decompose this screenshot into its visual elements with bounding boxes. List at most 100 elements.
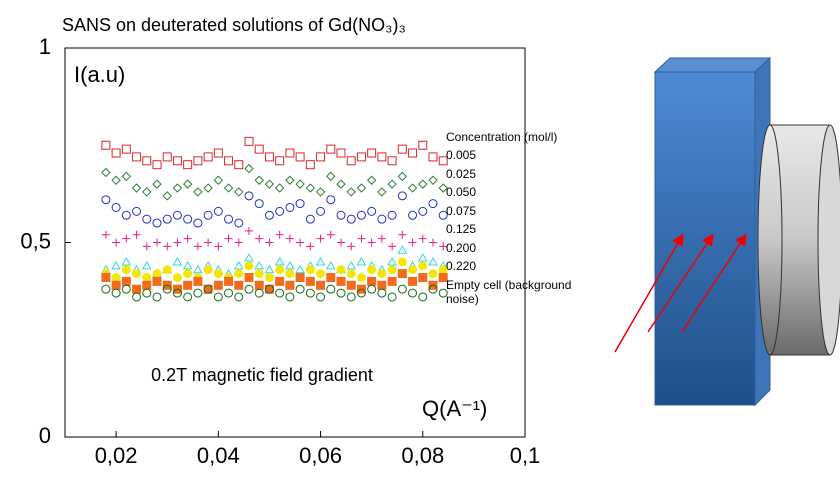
marker xyxy=(264,179,275,189)
marker xyxy=(203,152,213,162)
marker xyxy=(183,269,193,279)
neutron-arrow xyxy=(614,233,684,353)
marker xyxy=(326,230,335,239)
marker xyxy=(234,238,243,247)
marker xyxy=(295,264,305,274)
marker xyxy=(387,256,397,266)
marker xyxy=(183,234,192,243)
marker xyxy=(397,257,407,267)
marker xyxy=(316,234,325,243)
box-front xyxy=(654,71,756,406)
marker xyxy=(346,187,356,197)
marker xyxy=(407,183,418,193)
marker xyxy=(305,276,315,286)
marker xyxy=(121,210,131,220)
legend-label: 0.125 xyxy=(446,222,477,236)
marker xyxy=(254,260,265,270)
marker xyxy=(315,187,326,197)
marker xyxy=(141,260,152,270)
marker xyxy=(121,276,131,286)
marker xyxy=(295,179,305,189)
marker xyxy=(356,273,366,283)
marker xyxy=(224,276,234,286)
marker xyxy=(295,199,305,209)
marker xyxy=(336,276,346,286)
marker xyxy=(193,276,203,286)
marker xyxy=(377,288,387,298)
marker xyxy=(152,218,162,228)
x-axis-label: Q(A⁻¹) xyxy=(422,396,487,421)
marker xyxy=(346,260,357,270)
marker xyxy=(408,148,418,158)
marker xyxy=(315,256,326,266)
marker xyxy=(132,152,142,162)
marker xyxy=(172,288,182,298)
marker xyxy=(295,273,305,283)
marker xyxy=(183,160,193,170)
marker xyxy=(367,238,376,247)
marker xyxy=(326,284,336,294)
marker xyxy=(275,230,284,239)
marker xyxy=(438,210,448,220)
marker xyxy=(408,276,418,286)
marker xyxy=(203,284,213,294)
marker xyxy=(101,273,111,283)
marker xyxy=(193,288,203,298)
marker xyxy=(356,210,366,220)
marker xyxy=(377,234,386,243)
marker xyxy=(121,144,131,154)
marker xyxy=(336,210,346,220)
marker xyxy=(234,187,244,197)
marker xyxy=(172,256,183,266)
marker xyxy=(142,187,152,197)
marker xyxy=(121,171,132,182)
marker xyxy=(121,284,131,294)
marker xyxy=(234,218,244,228)
marker xyxy=(131,183,142,193)
marker xyxy=(111,202,121,212)
marker xyxy=(326,195,336,205)
marker xyxy=(172,210,182,220)
marker xyxy=(274,183,285,193)
marker xyxy=(213,206,223,216)
marker xyxy=(142,280,152,290)
marker xyxy=(121,256,132,266)
marker xyxy=(111,273,121,283)
marker xyxy=(418,179,428,189)
marker xyxy=(397,171,408,182)
marker xyxy=(162,284,172,294)
marker xyxy=(264,264,275,274)
marker xyxy=(132,292,142,302)
marker xyxy=(295,284,305,294)
marker xyxy=(387,179,397,189)
y-axis-label: I(a.u) xyxy=(74,62,125,87)
marker xyxy=(213,269,223,279)
marker xyxy=(142,214,152,224)
marker xyxy=(244,136,254,146)
marker xyxy=(418,140,428,150)
marker xyxy=(346,292,356,302)
marker xyxy=(264,284,274,294)
marker xyxy=(397,269,407,279)
marker xyxy=(233,260,244,270)
marker xyxy=(356,256,367,266)
marker xyxy=(275,265,285,275)
marker xyxy=(254,175,264,185)
marker xyxy=(224,156,234,166)
marker xyxy=(234,292,244,302)
marker xyxy=(417,253,428,262)
marker xyxy=(377,187,387,197)
marker xyxy=(295,152,305,162)
marker xyxy=(275,276,285,286)
marker xyxy=(438,156,448,166)
marker xyxy=(418,292,428,302)
marker xyxy=(305,214,315,224)
marker xyxy=(285,202,295,212)
marker xyxy=(172,156,182,166)
marker xyxy=(387,265,397,275)
marker xyxy=(428,199,438,209)
marker xyxy=(439,242,448,251)
marker xyxy=(152,292,162,302)
marker xyxy=(121,265,131,275)
